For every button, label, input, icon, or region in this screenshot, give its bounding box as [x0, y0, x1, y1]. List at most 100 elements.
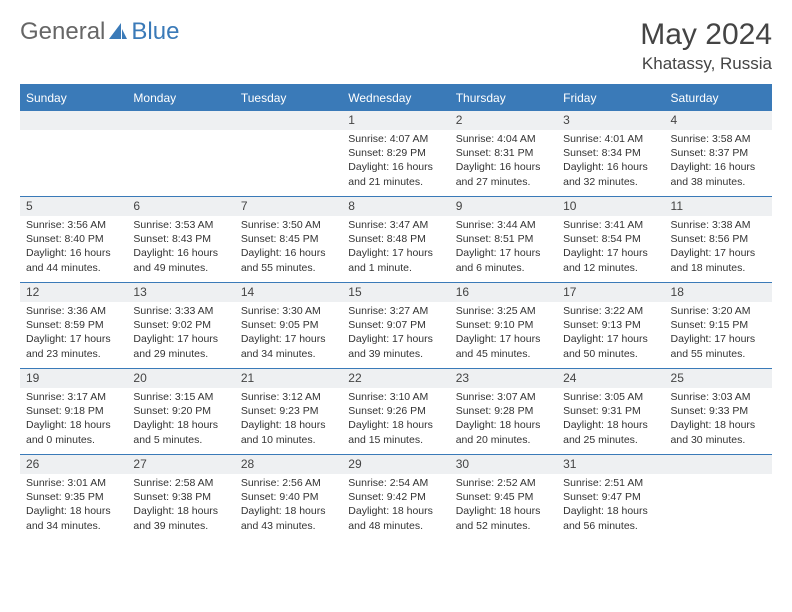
page-header: General Blue May 2024 Khatassy, Russia [20, 18, 772, 74]
weekday-header: Friday [557, 85, 664, 111]
day-number-bar: 5 [20, 197, 127, 216]
calendar-day-cell: 8Sunrise: 3:47 AMSunset: 8:48 PMDaylight… [342, 197, 449, 283]
day-number-bar: 3 [557, 111, 664, 130]
day-number-bar: 23 [450, 369, 557, 388]
calendar-day-cell: 4Sunrise: 3:58 AMSunset: 8:37 PMDaylight… [665, 111, 772, 197]
day-number-bar: 14 [235, 283, 342, 302]
day-number-bar [127, 111, 234, 130]
day-details: Sunrise: 2:54 AMSunset: 9:42 PMDaylight:… [342, 474, 449, 537]
day-number-bar: 26 [20, 455, 127, 474]
weekday-header: Wednesday [342, 85, 449, 111]
calendar-day-cell [20, 111, 127, 197]
day-details: Sunrise: 2:58 AMSunset: 9:38 PMDaylight:… [127, 474, 234, 537]
calendar-table: SundayMondayTuesdayWednesdayThursdayFrid… [20, 84, 772, 541]
calendar-week-row: 26Sunrise: 3:01 AMSunset: 9:35 PMDayligh… [20, 455, 772, 541]
day-number-bar: 21 [235, 369, 342, 388]
calendar-day-cell: 16Sunrise: 3:25 AMSunset: 9:10 PMDayligh… [450, 283, 557, 369]
day-details: Sunrise: 2:51 AMSunset: 9:47 PMDaylight:… [557, 474, 664, 537]
day-number-bar: 20 [127, 369, 234, 388]
calendar-day-cell: 2Sunrise: 4:04 AMSunset: 8:31 PMDaylight… [450, 111, 557, 197]
brand-logo: General Blue [20, 18, 179, 46]
weekday-header: Monday [127, 85, 234, 111]
day-details: Sunrise: 3:20 AMSunset: 9:15 PMDaylight:… [665, 302, 772, 365]
calendar-weekday-header: SundayMondayTuesdayWednesdayThursdayFrid… [20, 85, 772, 111]
day-details: Sunrise: 3:38 AMSunset: 8:56 PMDaylight:… [665, 216, 772, 279]
day-details: Sunrise: 3:03 AMSunset: 9:33 PMDaylight:… [665, 388, 772, 451]
calendar-day-cell: 20Sunrise: 3:15 AMSunset: 9:20 PMDayligh… [127, 369, 234, 455]
day-details: Sunrise: 3:58 AMSunset: 8:37 PMDaylight:… [665, 130, 772, 193]
day-details: Sunrise: 3:01 AMSunset: 9:35 PMDaylight:… [20, 474, 127, 537]
brand-part1: General [20, 18, 105, 46]
day-details: Sunrise: 4:04 AMSunset: 8:31 PMDaylight:… [450, 130, 557, 193]
calendar-day-cell [235, 111, 342, 197]
day-details: Sunrise: 4:07 AMSunset: 8:29 PMDaylight:… [342, 130, 449, 193]
day-number-bar: 24 [557, 369, 664, 388]
calendar-day-cell: 26Sunrise: 3:01 AMSunset: 9:35 PMDayligh… [20, 455, 127, 541]
day-number-bar: 8 [342, 197, 449, 216]
calendar-week-row: 5Sunrise: 3:56 AMSunset: 8:40 PMDaylight… [20, 197, 772, 283]
day-number-bar: 27 [127, 455, 234, 474]
day-details: Sunrise: 3:17 AMSunset: 9:18 PMDaylight:… [20, 388, 127, 451]
day-number-bar: 25 [665, 369, 772, 388]
day-number-bar: 11 [665, 197, 772, 216]
calendar-day-cell: 22Sunrise: 3:10 AMSunset: 9:26 PMDayligh… [342, 369, 449, 455]
day-details: Sunrise: 3:22 AMSunset: 9:13 PMDaylight:… [557, 302, 664, 365]
day-number-bar: 29 [342, 455, 449, 474]
day-number-bar: 31 [557, 455, 664, 474]
calendar-day-cell: 17Sunrise: 3:22 AMSunset: 9:13 PMDayligh… [557, 283, 664, 369]
calendar-day-cell: 21Sunrise: 3:12 AMSunset: 9:23 PMDayligh… [235, 369, 342, 455]
calendar-day-cell: 14Sunrise: 3:30 AMSunset: 9:05 PMDayligh… [235, 283, 342, 369]
calendar-day-cell: 12Sunrise: 3:36 AMSunset: 8:59 PMDayligh… [20, 283, 127, 369]
logo-sail-icon [107, 21, 129, 43]
day-details: Sunrise: 3:25 AMSunset: 9:10 PMDaylight:… [450, 302, 557, 365]
location-label: Khatassy, Russia [640, 54, 772, 74]
calendar-day-cell: 3Sunrise: 4:01 AMSunset: 8:34 PMDaylight… [557, 111, 664, 197]
day-details: Sunrise: 3:53 AMSunset: 8:43 PMDaylight:… [127, 216, 234, 279]
day-details: Sunrise: 3:44 AMSunset: 8:51 PMDaylight:… [450, 216, 557, 279]
day-details: Sunrise: 3:15 AMSunset: 9:20 PMDaylight:… [127, 388, 234, 451]
day-number-bar: 18 [665, 283, 772, 302]
day-number-bar: 10 [557, 197, 664, 216]
month-title: May 2024 [640, 18, 772, 52]
calendar-day-cell: 30Sunrise: 2:52 AMSunset: 9:45 PMDayligh… [450, 455, 557, 541]
day-number-bar: 22 [342, 369, 449, 388]
day-details: Sunrise: 3:33 AMSunset: 9:02 PMDaylight:… [127, 302, 234, 365]
day-details: Sunrise: 2:56 AMSunset: 9:40 PMDaylight:… [235, 474, 342, 537]
calendar-day-cell [665, 455, 772, 541]
day-details: Sunrise: 3:50 AMSunset: 8:45 PMDaylight:… [235, 216, 342, 279]
day-details: Sunrise: 3:41 AMSunset: 8:54 PMDaylight:… [557, 216, 664, 279]
calendar-day-cell: 27Sunrise: 2:58 AMSunset: 9:38 PMDayligh… [127, 455, 234, 541]
calendar-day-cell: 1Sunrise: 4:07 AMSunset: 8:29 PMDaylight… [342, 111, 449, 197]
day-number-bar: 4 [665, 111, 772, 130]
day-details: Sunrise: 3:27 AMSunset: 9:07 PMDaylight:… [342, 302, 449, 365]
title-block: May 2024 Khatassy, Russia [640, 18, 772, 74]
calendar-day-cell: 7Sunrise: 3:50 AMSunset: 8:45 PMDaylight… [235, 197, 342, 283]
calendar-day-cell: 13Sunrise: 3:33 AMSunset: 9:02 PMDayligh… [127, 283, 234, 369]
day-number-bar: 1 [342, 111, 449, 130]
calendar-week-row: 12Sunrise: 3:36 AMSunset: 8:59 PMDayligh… [20, 283, 772, 369]
calendar-body: 1Sunrise: 4:07 AMSunset: 8:29 PMDaylight… [20, 111, 772, 541]
calendar-day-cell: 28Sunrise: 2:56 AMSunset: 9:40 PMDayligh… [235, 455, 342, 541]
day-details: Sunrise: 3:36 AMSunset: 8:59 PMDaylight:… [20, 302, 127, 365]
calendar-day-cell: 15Sunrise: 3:27 AMSunset: 9:07 PMDayligh… [342, 283, 449, 369]
calendar-day-cell: 23Sunrise: 3:07 AMSunset: 9:28 PMDayligh… [450, 369, 557, 455]
day-number-bar [235, 111, 342, 130]
day-details: Sunrise: 3:56 AMSunset: 8:40 PMDaylight:… [20, 216, 127, 279]
weekday-header: Saturday [665, 85, 772, 111]
calendar-day-cell: 31Sunrise: 2:51 AMSunset: 9:47 PMDayligh… [557, 455, 664, 541]
day-number-bar: 30 [450, 455, 557, 474]
day-details: Sunrise: 3:12 AMSunset: 9:23 PMDaylight:… [235, 388, 342, 451]
calendar-day-cell: 10Sunrise: 3:41 AMSunset: 8:54 PMDayligh… [557, 197, 664, 283]
day-number-bar [20, 111, 127, 130]
day-details: Sunrise: 2:52 AMSunset: 9:45 PMDaylight:… [450, 474, 557, 537]
day-number-bar: 15 [342, 283, 449, 302]
day-number-bar: 17 [557, 283, 664, 302]
calendar-day-cell: 18Sunrise: 3:20 AMSunset: 9:15 PMDayligh… [665, 283, 772, 369]
brand-part2: Blue [131, 18, 179, 46]
calendar-day-cell [127, 111, 234, 197]
calendar-day-cell: 9Sunrise: 3:44 AMSunset: 8:51 PMDaylight… [450, 197, 557, 283]
calendar-day-cell: 11Sunrise: 3:38 AMSunset: 8:56 PMDayligh… [665, 197, 772, 283]
calendar-day-cell: 6Sunrise: 3:53 AMSunset: 8:43 PMDaylight… [127, 197, 234, 283]
weekday-header: Sunday [20, 85, 127, 111]
day-number-bar: 2 [450, 111, 557, 130]
